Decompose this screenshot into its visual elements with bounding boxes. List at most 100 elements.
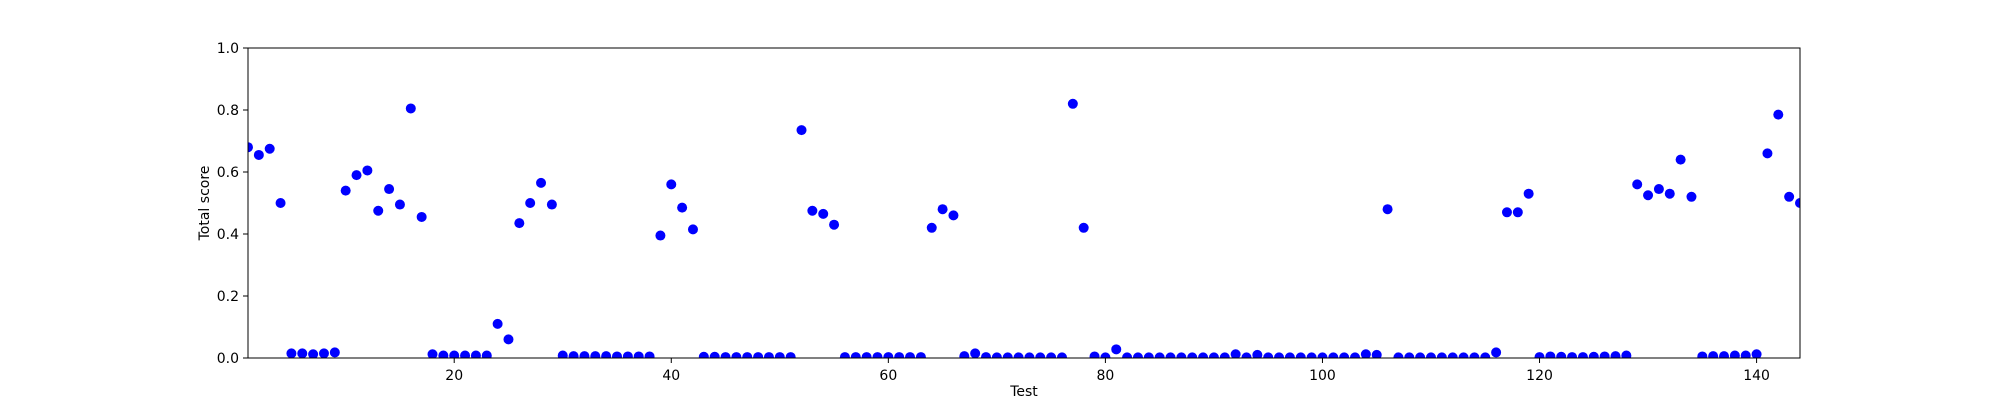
- x-tick-label: 40: [662, 368, 680, 384]
- data-point: [1762, 148, 1773, 159]
- data-point: [1143, 352, 1154, 358]
- data-point: [1132, 352, 1143, 358]
- data-point: [297, 348, 308, 358]
- data-point: [915, 352, 926, 358]
- data-point: [329, 347, 340, 358]
- data-point: [731, 352, 742, 358]
- data-point: [644, 351, 655, 358]
- data-point: [1458, 352, 1469, 358]
- x-tick-label: 60: [879, 368, 897, 384]
- data-point: [1653, 184, 1664, 195]
- data-point: [1447, 352, 1458, 358]
- data-point: [991, 352, 1002, 358]
- data-point: [590, 351, 601, 358]
- data-point: [1610, 351, 1621, 358]
- data-point: [1035, 352, 1046, 358]
- data-point: [785, 352, 796, 358]
- data-point: [1599, 351, 1610, 358]
- data-point: [774, 352, 785, 358]
- y-tick-label: 0.6: [217, 165, 239, 181]
- data-point: [1046, 352, 1057, 358]
- data-point: [981, 352, 992, 358]
- data-point: [1284, 352, 1295, 358]
- data-point: [1491, 347, 1502, 358]
- data-point: [1360, 349, 1371, 358]
- data-point: [905, 352, 916, 358]
- y-tick-label: 0.4: [217, 227, 239, 243]
- data-point: [1697, 351, 1708, 358]
- data-point: [579, 351, 590, 358]
- data-point: [872, 352, 883, 358]
- data-point: [698, 351, 709, 358]
- data-point: [883, 352, 894, 358]
- x-axis-label: Test: [1009, 384, 1038, 400]
- data-point: [384, 184, 395, 195]
- data-point: [1545, 351, 1556, 358]
- data-point: [1415, 352, 1426, 358]
- data-point: [1350, 352, 1361, 358]
- data-point: [753, 352, 764, 358]
- data-point: [807, 205, 818, 216]
- data-point: [1241, 352, 1252, 358]
- data-point: [709, 351, 720, 358]
- data-point: [1523, 188, 1534, 199]
- data-point: [1719, 351, 1730, 358]
- data-point: [742, 352, 753, 358]
- y-tick-label: 0.0: [217, 351, 239, 367]
- data-point: [557, 350, 568, 358]
- data-point: [248, 142, 253, 153]
- data-point: [1740, 350, 1751, 358]
- data-point: [492, 318, 503, 329]
- data-point: [264, 143, 275, 154]
- data-point: [340, 185, 351, 196]
- data-point: [601, 351, 612, 358]
- data-point: [796, 125, 807, 136]
- data-point: [1078, 222, 1089, 233]
- data-point: [1154, 352, 1165, 358]
- data-point: [1165, 352, 1176, 358]
- x-tick-label: 100: [1309, 368, 1336, 384]
- data-point: [373, 205, 384, 216]
- data-point: [1198, 352, 1209, 358]
- data-point: [1328, 352, 1339, 358]
- data-point: [1067, 98, 1078, 109]
- data-point: [959, 351, 970, 358]
- data-point: [1122, 352, 1133, 358]
- data-point: [1708, 351, 1719, 358]
- data-point: [655, 230, 666, 241]
- data-point: [1252, 349, 1263, 358]
- data-point: [1393, 352, 1404, 358]
- data-point: [481, 350, 492, 358]
- data-point: [1534, 352, 1545, 358]
- data-point: [308, 349, 319, 358]
- data-point: [763, 352, 774, 358]
- data-point: [1024, 352, 1035, 358]
- data-point: [1643, 190, 1654, 201]
- data-point: [1664, 188, 1675, 199]
- x-tick-label: 120: [1526, 368, 1553, 384]
- data-point: [449, 350, 460, 358]
- data-point: [1567, 352, 1578, 358]
- data-point: [351, 170, 362, 181]
- data-point: [470, 350, 481, 358]
- data-point: [839, 352, 850, 358]
- data-point: [362, 165, 373, 176]
- data-point: [536, 177, 547, 188]
- data-point: [1208, 352, 1219, 358]
- data-point: [1512, 207, 1523, 218]
- data-point: [1632, 179, 1643, 190]
- data-point: [1501, 207, 1512, 218]
- data-point: [948, 210, 959, 221]
- data-point: [416, 211, 427, 222]
- data-point: [937, 204, 948, 215]
- data-point: [1425, 352, 1436, 358]
- data-point: [687, 224, 698, 235]
- data-point: [405, 103, 416, 114]
- data-point: [1588, 351, 1599, 358]
- data-point: [525, 198, 536, 208]
- data-point: [612, 351, 623, 358]
- data-point: [1295, 352, 1306, 358]
- y-axis-label: Total score: [197, 166, 213, 242]
- data-point: [1795, 198, 1800, 208]
